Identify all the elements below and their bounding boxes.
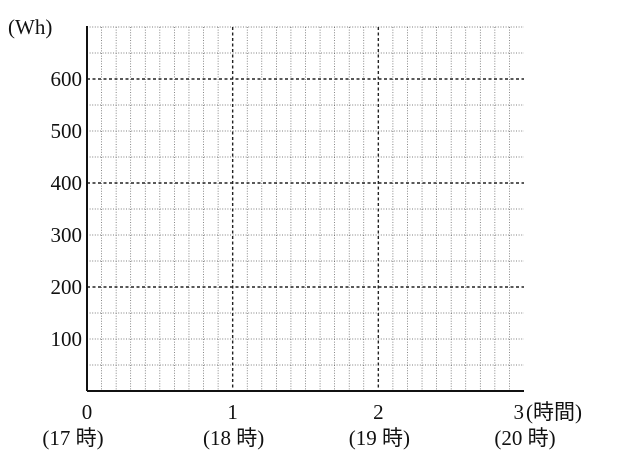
x-tick-label: 2 bbox=[373, 400, 384, 424]
x-tick-sublabel: (18 時) bbox=[203, 426, 264, 450]
y-tick-label: 500 bbox=[51, 119, 83, 143]
y-tick-labels: 100 200 300 400 500 600 bbox=[51, 67, 83, 351]
y-tick-label: 300 bbox=[51, 223, 83, 247]
x-tick-label: 3 bbox=[514, 400, 525, 424]
axes bbox=[86, 26, 524, 392]
minor-grid bbox=[87, 26, 524, 391]
x-tick-label: 0 bbox=[82, 400, 93, 424]
y-tick-label: 100 bbox=[51, 327, 83, 351]
x-axis-unit-label: (時間) bbox=[526, 400, 582, 424]
y-tick-label: 200 bbox=[51, 275, 83, 299]
y-tick-label: 400 bbox=[51, 171, 83, 195]
x-tick-labels: 0(17 時) 1(18 時) 2(19 時) 3(20 時) bbox=[42, 400, 555, 450]
x-tick-sublabel: (17 時) bbox=[42, 426, 103, 450]
x-tick-sublabel: (20 時) bbox=[494, 426, 555, 450]
major-grid bbox=[87, 27, 524, 391]
y-axis-label: (Wh) bbox=[8, 15, 52, 39]
x-tick-sublabel: (19 時) bbox=[349, 426, 410, 450]
y-tick-label: 600 bbox=[51, 67, 83, 91]
x-tick-label: 1 bbox=[227, 400, 238, 424]
